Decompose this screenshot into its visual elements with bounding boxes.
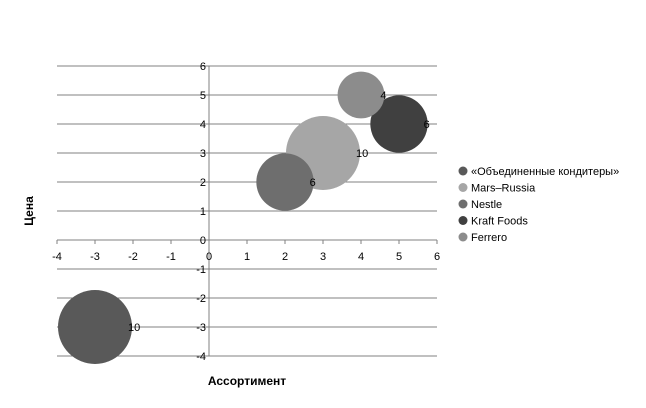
x-axis-title: Ассортимент	[208, 374, 286, 388]
x-tick-label: 3	[320, 251, 326, 263]
legend-marker	[458, 216, 468, 225]
bubble	[337, 71, 385, 119]
legend: «Объединенные кондитеры» Mars–Russia Nestl…	[458, 166, 619, 244]
legend-marker	[458, 232, 468, 242]
x-tick-labels: -4 -3 -2 -1 0 1 2 3 4 5 6	[52, 251, 440, 263]
y-tick-label: 5	[200, 90, 206, 102]
legend-marker	[458, 166, 468, 176]
x-tick-label: 5	[396, 251, 402, 263]
x-tick-label: -3	[90, 251, 100, 263]
legend-entry: Kraft Foods	[471, 216, 528, 228]
legend-marker	[458, 183, 468, 192]
legend-marker	[458, 199, 468, 209]
y-tick-label: 2	[200, 177, 206, 189]
bubble-data-label: 6	[310, 177, 316, 189]
x-tick-label: -4	[52, 251, 62, 263]
y-tick-label: -4	[196, 351, 206, 363]
bubble-data-label: 10	[128, 322, 140, 334]
y-tick-label: 4	[200, 119, 206, 131]
legend-entry: Mars–Russia	[471, 183, 536, 195]
x-tick-label: 1	[244, 251, 250, 263]
x-tick-label: 4	[358, 251, 364, 263]
y-tick-label: 6	[200, 61, 206, 73]
y-tick-label: -2	[196, 293, 206, 305]
y-tick-label: -3	[196, 322, 206, 334]
x-tick-label: 0	[206, 251, 212, 263]
x-tick-label: 2	[282, 251, 288, 263]
bubble-data-label: 6	[424, 119, 430, 131]
x-tick-label: -2	[128, 251, 138, 263]
y-tick-label: 1	[200, 206, 206, 218]
bubble-data-label: 4	[380, 90, 386, 102]
legend-entry: Ferrero	[471, 232, 507, 244]
bubble	[58, 290, 132, 364]
axes	[56, 65, 438, 357]
y-tick-label: 0	[200, 235, 206, 247]
bubble	[370, 95, 428, 153]
y-axis-title: Цена	[22, 196, 36, 226]
y-tick-label: -1	[196, 264, 206, 276]
bubbles	[58, 71, 428, 364]
bubble-data-label: 10	[356, 148, 368, 160]
x-tick-label: -1	[166, 251, 176, 263]
bubble	[256, 153, 314, 211]
y-tick-label: 3	[200, 148, 206, 160]
legend-entry: «Объединенные кондитеры»	[471, 166, 619, 178]
y-tick-labels: 6 5 4 3 2 1 0 -1 -2 -3 -4	[196, 61, 206, 363]
x-tick-label: 6	[434, 251, 440, 263]
legend-entry: Nestle	[471, 199, 502, 211]
